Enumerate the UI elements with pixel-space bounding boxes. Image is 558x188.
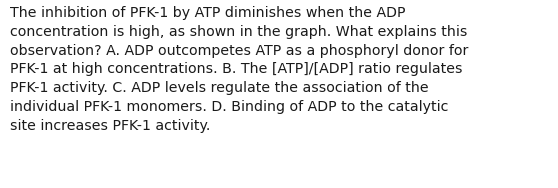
Text: The inhibition of PFK-1 by ATP diminishes when the ADP
concentration is high, as: The inhibition of PFK-1 by ATP diminishe…	[10, 6, 468, 133]
